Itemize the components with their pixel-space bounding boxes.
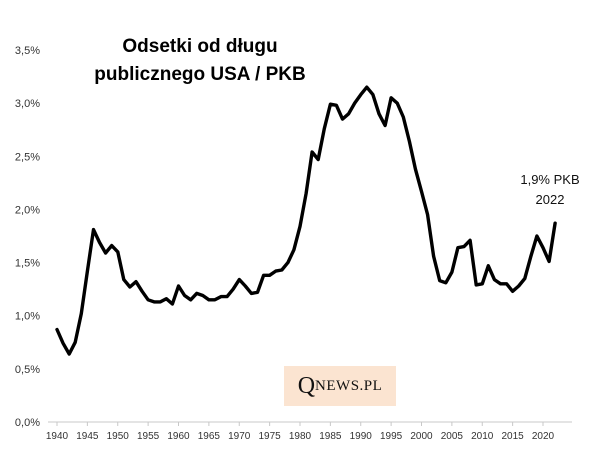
x-tick-label: 2015 xyxy=(502,431,525,442)
y-tick-label: 0,5% xyxy=(15,364,40,376)
x-tick-label: 2005 xyxy=(441,431,464,442)
x-tick-label: 2020 xyxy=(532,431,555,442)
y-tick-label: 3,0% xyxy=(15,98,40,110)
x-tick-label: 1955 xyxy=(137,431,160,442)
y-tick-label: 0,0% xyxy=(15,417,40,429)
series-line xyxy=(55,85,557,356)
x-tick-label: 1990 xyxy=(350,431,373,442)
annotation-value: 1,9% PKB xyxy=(520,172,580,187)
y-axis: 0,0% 0,5% 1,0% 1,5% 2,0% 2,5% 3,0% 3,5% xyxy=(15,45,40,429)
series-layer xyxy=(55,85,557,356)
x-axis: 1940 1945 1950 1955 1960 1965 1970 1975 1980 1985… xyxy=(46,421,572,442)
x-tick-label: 1940 xyxy=(46,431,69,442)
x-tick-label: 1985 xyxy=(319,431,342,442)
annotation-year: 2022 xyxy=(535,192,565,207)
x-tick-label: 1945 xyxy=(76,431,99,442)
x-tick-label: 1965 xyxy=(198,431,221,442)
chart-title-line-2: publicznego USA / PKB xyxy=(94,64,306,85)
y-tick-label: 1,5% xyxy=(15,258,40,270)
x-tick-label: 2000 xyxy=(410,431,433,442)
y-tick-label: 1,0% xyxy=(15,311,40,323)
qnews-logo: Q NEWS.PL xyxy=(284,366,396,406)
x-tick-label: 1980 xyxy=(289,431,312,442)
x-tick-label: 2010 xyxy=(471,431,494,442)
y-tick-label: 2,5% xyxy=(15,151,40,163)
y-tick-label: 2,0% xyxy=(15,204,40,216)
x-tick-label: 1975 xyxy=(259,431,282,442)
y-tick-label: 3,5% xyxy=(15,45,40,57)
logo-q: Q xyxy=(297,372,316,399)
logo-rest: NEWS.PL xyxy=(315,377,383,394)
x-tick-label: 1960 xyxy=(167,431,190,442)
x-tick-label: 1995 xyxy=(380,431,403,442)
x-tick-label: 1950 xyxy=(107,431,130,442)
x-tick-label: 1970 xyxy=(228,431,251,442)
chart-title-line-1: Odsetki od długu xyxy=(122,36,278,57)
